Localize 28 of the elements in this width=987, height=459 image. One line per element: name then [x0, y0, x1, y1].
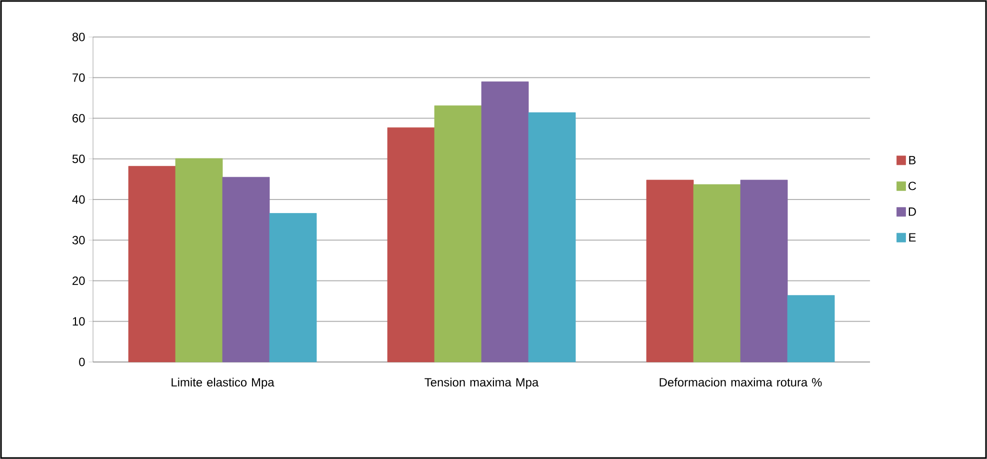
x-tick-label: Deformacion maxima rotura % [660, 378, 822, 387]
legend-label: C [908, 182, 916, 190]
y-tick-label: 60 [72, 114, 85, 122]
y-tick-label: 0 [79, 358, 85, 366]
bar [269, 213, 317, 362]
y-tick-label: 40 [72, 195, 85, 204]
legend-label: B [909, 156, 916, 164]
y-tick-label: 10 [72, 317, 85, 326]
bar [528, 112, 576, 362]
y-tick-label: 80 [72, 32, 85, 42]
y-tick-label: 20 [72, 276, 85, 285]
x-tick-label: Tension maxima Mpa [424, 378, 539, 389]
bar [646, 180, 694, 362]
bar [128, 166, 176, 362]
bar [693, 184, 741, 362]
legend-label: E [909, 233, 916, 242]
bar [787, 295, 835, 362]
x-tick-label: Limite elastico Mpa [172, 378, 274, 389]
legend-label: D [908, 208, 916, 216]
bar [175, 158, 223, 362]
y-tick-label: 50 [72, 154, 85, 164]
y-tick-label: 30 [72, 236, 85, 244]
bar [481, 81, 529, 362]
bar [740, 180, 788, 362]
y-tick-label: 70 [72, 73, 85, 82]
bar [434, 105, 482, 362]
bar [387, 127, 435, 362]
bar [222, 176, 270, 362]
